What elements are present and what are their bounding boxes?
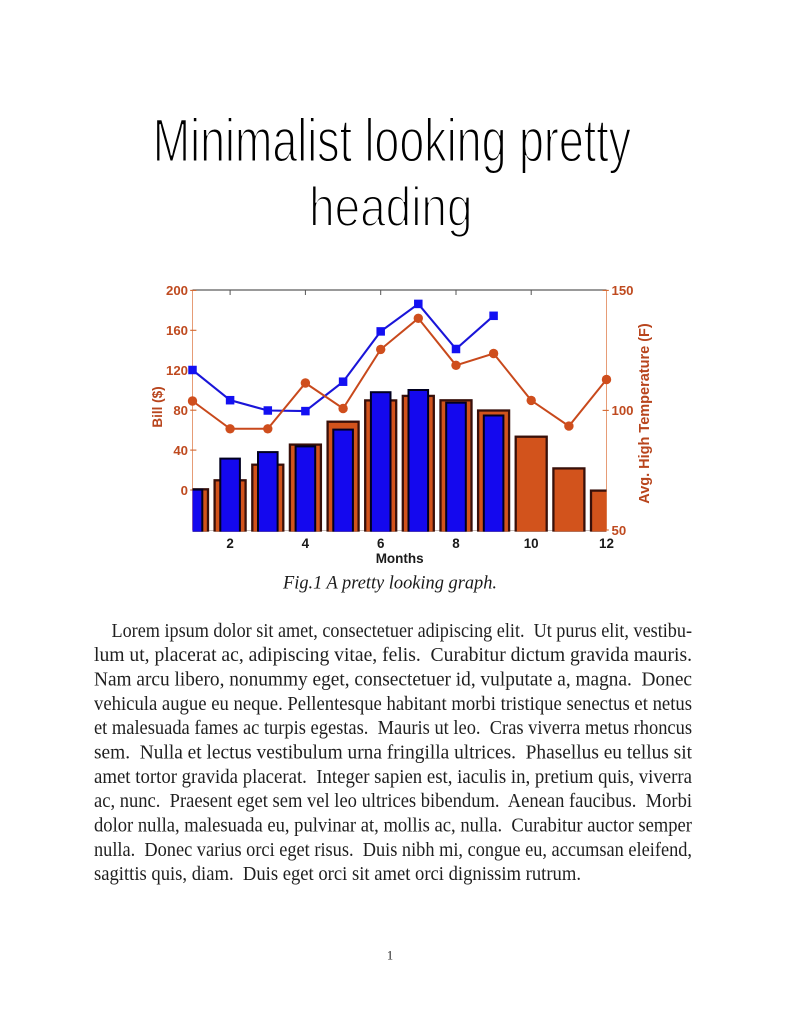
svg-text:100: 100 — [612, 403, 634, 418]
svg-text:2: 2 — [226, 536, 233, 551]
svg-text:Bill ($): Bill ($) — [150, 386, 165, 427]
svg-text:120: 120 — [166, 363, 188, 378]
svg-text:10: 10 — [524, 536, 539, 551]
svg-text:Nam arcu libero, nonummy eget,: Nam arcu libero, nonummy eget, consectet… — [94, 669, 692, 691]
svg-text:12: 12 — [599, 536, 614, 551]
svg-text:Months: Months — [376, 551, 424, 566]
svg-text:Minimalist looking pretty: Minimalist looking pretty — [153, 108, 631, 175]
svg-text:160: 160 — [166, 323, 188, 338]
svg-text:200: 200 — [166, 283, 188, 298]
svg-text:6: 6 — [377, 536, 384, 551]
svg-text:ac, nunc. Praesent eget sem v: ac, nunc. Praesent eget sem vel leo ultr… — [94, 790, 692, 812]
svg-text:amet tortor gravida placerat.: amet tortor gravida placerat. Integer sa… — [94, 766, 692, 788]
svg-text:Avg. High Temperature (F): Avg. High Temperature (F) — [637, 323, 653, 504]
svg-text:1: 1 — [387, 949, 393, 963]
svg-text:80: 80 — [173, 403, 188, 418]
svg-text:vehicula augue eu neque. Pelle: vehicula augue eu neque. Pellentesque ha… — [94, 693, 692, 715]
svg-text:0: 0 — [181, 483, 188, 498]
svg-text:heading: heading — [309, 176, 472, 238]
svg-text:4: 4 — [302, 536, 310, 551]
svg-text:8: 8 — [452, 536, 460, 551]
svg-text:150: 150 — [612, 283, 634, 298]
svg-text:et malesuada fames ac turpis e: et malesuada fames ac turpis egestas. Ma… — [94, 717, 692, 739]
svg-text:sagittis quis, diam. Duis ege: sagittis quis, diam. Duis eget orci sit … — [94, 863, 581, 885]
svg-text:nulla. Donec varius orci eget: nulla. Donec varius orci eget risus. Dui… — [94, 839, 692, 861]
svg-text:Lorem ipsum dolor sit amet, co: Lorem ipsum dolor sit amet, consectetuer… — [112, 620, 693, 642]
svg-text:Fig.1 A pretty looking graph.: Fig.1 A pretty looking graph. — [282, 573, 497, 594]
svg-text:dolor nulla, malesuada eu, pul: dolor nulla, malesuada eu, pulvinar at, … — [94, 815, 692, 837]
svg-text:50: 50 — [612, 523, 627, 538]
svg-text:sem. Nulla et lectus vestibul: sem. Nulla et lectus vestibulum urna fri… — [94, 742, 692, 764]
svg-text:lum ut, placerat ac, adipiscin: lum ut, placerat ac, adipiscing vitae, f… — [94, 644, 692, 666]
svg-text:40: 40 — [173, 443, 188, 458]
